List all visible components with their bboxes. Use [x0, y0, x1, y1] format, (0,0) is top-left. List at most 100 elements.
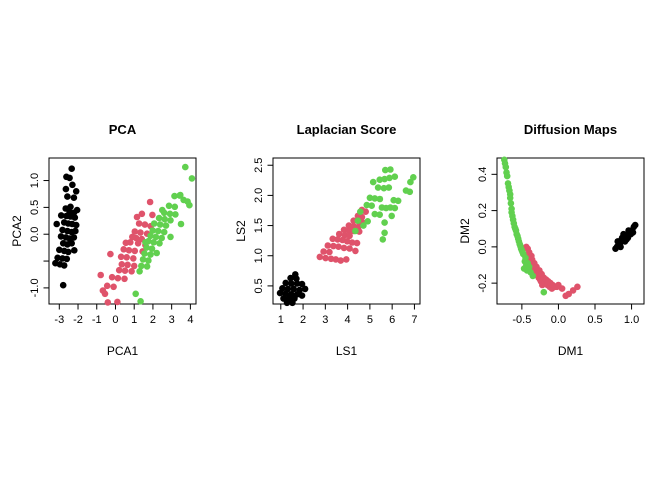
data-point-cluster-2-red: [99, 287, 107, 294]
data-point-cluster-2-red: [130, 255, 137, 262]
x-tick-label: 0.0: [551, 314, 566, 326]
data-point-cluster-3-green: [369, 178, 377, 186]
data-point-cluster-3-green: [158, 234, 165, 242]
y-tick-label: 1.0: [253, 248, 265, 263]
data-point-cluster-2-red: [348, 239, 356, 246]
data-point-cluster-1-black: [631, 221, 639, 229]
data-point-cluster-3-green: [149, 227, 156, 234]
data-point-cluster-3-green: [374, 184, 382, 191]
data-point-cluster-2-red: [146, 198, 154, 206]
y-tick-label: 0.2: [477, 203, 489, 218]
data-point-cluster-3-green: [154, 227, 162, 235]
data-point-cluster-2-red: [141, 221, 149, 228]
data-point-cluster-1-black: [53, 220, 60, 228]
panel-title: PCA: [108, 122, 137, 137]
data-point-cluster-1-black: [68, 240, 75, 247]
data-point-cluster-1-black: [54, 254, 61, 262]
data-point-cluster-2-red: [340, 244, 348, 252]
data-point-cluster-2-red: [120, 246, 127, 253]
data-point-cluster-3-green: [379, 236, 387, 243]
data-point-cluster-1-black: [288, 280, 295, 287]
plot-box: [48, 157, 197, 305]
data-point-cluster-3-green: [177, 191, 184, 199]
data-point-cluster-3-green: [138, 262, 145, 270]
x-tick-label: 4: [187, 314, 193, 326]
x-tick-label: 1.0: [624, 314, 639, 326]
data-point-cluster-3-green: [142, 239, 149, 246]
x-tick-label: 6: [389, 314, 395, 326]
x-tick-label: 5: [367, 314, 373, 326]
data-point-cluster-3-green: [386, 174, 393, 182]
y-tick-label: 2.5: [253, 158, 265, 173]
data-point-cluster-3-green: [387, 166, 394, 173]
data-point-cluster-3-green: [150, 239, 157, 246]
data-point-cluster-1-black: [283, 299, 291, 307]
y-tick-label: 0.5: [29, 200, 41, 215]
data-point-cluster-2-red: [320, 248, 327, 255]
data-point-cluster-2-red: [326, 248, 333, 256]
data-point-cluster-2-red: [114, 298, 121, 306]
data-point-cluster-3-green: [506, 194, 514, 202]
data-point-cluster-1-black: [629, 229, 637, 236]
data-point-cluster-3-green: [376, 176, 383, 183]
data-point-cluster-3-green: [152, 233, 160, 241]
x-tick-label: 2: [150, 314, 156, 326]
data-point-cluster-1-black: [57, 212, 65, 219]
x-tick-label: -2: [73, 314, 83, 326]
data-point-cluster-1-black: [301, 285, 309, 293]
y-axis-title: LS2: [234, 220, 248, 242]
data-point-cluster-2-red: [118, 261, 126, 268]
data-point-cluster-3-green: [540, 288, 548, 296]
data-point-cluster-3-green: [141, 250, 148, 257]
data-point-cluster-3-green: [507, 200, 515, 207]
data-point-cluster-3-green: [186, 201, 193, 209]
scatter-plot-pca: -3 -2 -1 0 1 2 3 4 -1.0 0.0 0.5 1.0: [29, 157, 197, 326]
data-point-cluster-1-black: [71, 214, 79, 221]
scatter-plot-laplacian-score: 1 2 3 4 5 6 7 0.5 1.0 1.5 2.0 2.5: [253, 157, 421, 326]
data-point-cluster-1-black: [60, 262, 68, 269]
data-point-cluster-2-red: [121, 267, 129, 275]
data-point-cluster-3-green: [382, 166, 389, 174]
data-point-cluster-2-red: [337, 257, 344, 264]
data-point-cluster-3-green: [503, 172, 511, 180]
panel-title: Diffusion Maps: [523, 122, 618, 137]
y-tick-label: 0.4: [477, 167, 489, 182]
data-point-cluster-3-green: [381, 229, 388, 237]
data-point-cluster-2-red: [130, 262, 138, 270]
data-point-cluster-3-green: [136, 268, 143, 275]
data-point-cluster-1-black: [298, 280, 306, 288]
x-tick-label: -1: [92, 314, 102, 326]
data-point-cluster-2-red: [565, 290, 572, 298]
data-point-cluster-2-red: [335, 230, 343, 238]
data-point-cluster-3-green: [145, 257, 152, 264]
data-point-cluster-1-black: [293, 280, 301, 287]
data-point-cluster-2-red: [135, 220, 143, 227]
data-point-cluster-3-green: [525, 263, 533, 271]
data-point-cluster-3-green: [376, 211, 383, 218]
x-tick-label: 1: [131, 314, 137, 326]
data-point-cluster-1-black: [69, 181, 76, 189]
data-point-cluster-3-green: [529, 272, 537, 280]
data-point-cluster-3-green: [171, 192, 178, 200]
data-point-cluster-2-red: [133, 213, 141, 221]
data-point-cluster-3-green: [391, 173, 399, 180]
data-point-cluster-3-green: [388, 212, 395, 220]
data-point-cluster-2-red: [334, 236, 341, 243]
x-tick-label: 3: [322, 314, 328, 326]
data-point-cluster-3-green: [182, 163, 189, 171]
data-point-cluster-2-red: [129, 233, 136, 241]
data-point-cluster-1-black: [59, 281, 67, 289]
data-point-cluster-3-green: [352, 227, 359, 235]
data-point-cluster-2-red: [362, 208, 369, 215]
x-tick-label: 0.5: [587, 314, 602, 326]
data-point-cluster-3-green: [380, 184, 388, 192]
data-point-cluster-3-green: [407, 178, 414, 186]
data-point-cluster-2-red: [574, 283, 581, 291]
x-tick-label: 1: [278, 314, 284, 326]
data-point-cluster-3-green: [371, 210, 379, 218]
data-point-cluster-1-black: [64, 193, 71, 200]
data-point-cluster-1-black: [65, 248, 72, 256]
data-point-cluster-2-red: [122, 239, 130, 247]
data-point-cluster-3-green: [177, 220, 185, 228]
data-point-cluster-1-black: [70, 194, 78, 201]
